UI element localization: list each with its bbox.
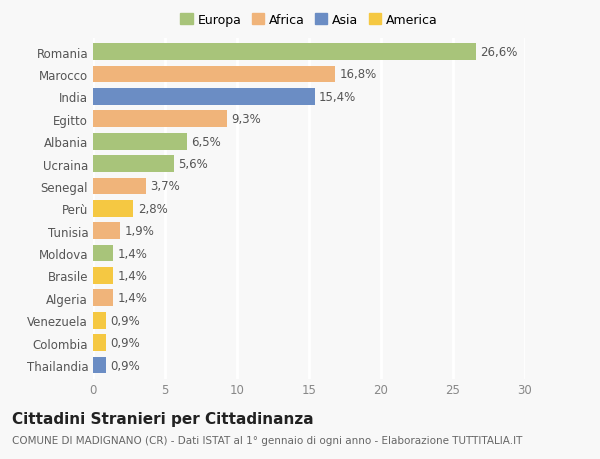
Text: 6,5%: 6,5% [191,135,221,148]
Bar [93,201,133,217]
Bar [93,268,113,284]
Bar [93,111,227,128]
Legend: Europa, Africa, Asia, America: Europa, Africa, Asia, America [178,11,440,29]
Text: 1,4%: 1,4% [118,292,148,305]
Text: 26,6%: 26,6% [481,46,518,59]
Text: 5,6%: 5,6% [178,158,208,171]
Bar [93,89,315,106]
Text: 0,9%: 0,9% [110,359,140,372]
Text: 0,9%: 0,9% [110,336,140,349]
Text: 1,9%: 1,9% [125,225,155,238]
Bar [93,178,146,195]
Bar [93,134,187,150]
Bar [93,245,113,262]
Text: 3,7%: 3,7% [151,180,181,193]
Text: Cittadini Stranieri per Cittadinanza: Cittadini Stranieri per Cittadinanza [12,411,314,426]
Text: 2,8%: 2,8% [137,202,167,215]
Text: 15,4%: 15,4% [319,90,356,104]
Bar [93,223,121,240]
Bar [93,67,335,83]
Bar [93,357,106,374]
Bar [93,290,113,307]
Text: COMUNE DI MADIGNANO (CR) - Dati ISTAT al 1° gennaio di ogni anno - Elaborazione : COMUNE DI MADIGNANO (CR) - Dati ISTAT al… [12,435,523,445]
Bar [93,44,476,61]
Text: 1,4%: 1,4% [118,269,148,282]
Bar [93,312,106,329]
Text: 0,9%: 0,9% [110,314,140,327]
Text: 9,3%: 9,3% [231,113,261,126]
Text: 16,8%: 16,8% [339,68,376,81]
Bar [93,335,106,351]
Text: 1,4%: 1,4% [118,247,148,260]
Bar [93,156,173,173]
